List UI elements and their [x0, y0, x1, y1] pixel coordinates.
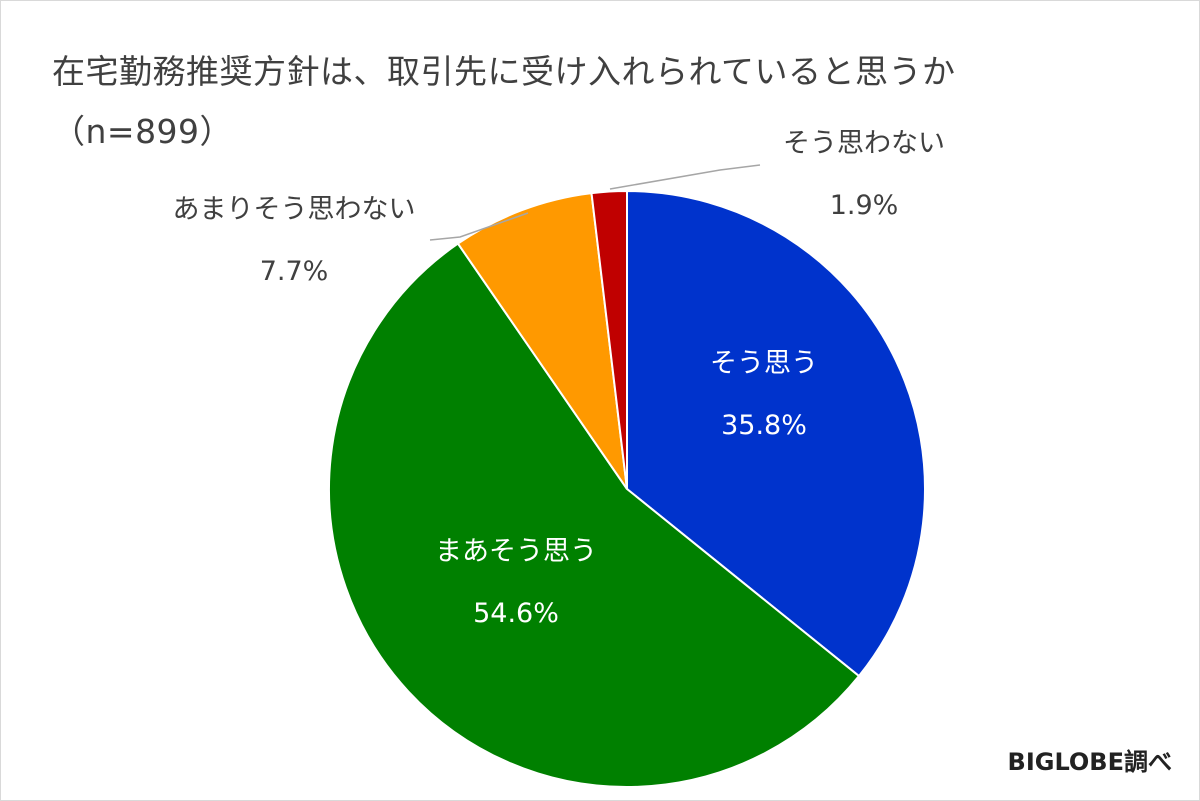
slice-sou-omou-value: 35.8%: [721, 410, 807, 441]
chart-title: 在宅勤務推奨方針は、取引先に受け入れられていると思うか （n=899）: [52, 52, 956, 151]
slice-amari-sou-omowanai-label: あまりそう思わない: [173, 194, 416, 225]
slice-sou-omowanai-value: 1.9%: [830, 190, 899, 221]
slice-sou-omowanai-label: そう思わない: [783, 128, 945, 159]
leader-lines: [429, 164, 761, 241]
slice-amari-sou-omowanai-value: 7.7%: [260, 256, 329, 287]
pie-slices: [328, 189, 926, 788]
slice-maa-sou-omou-value: 54.6%: [473, 598, 559, 629]
slice-amari-sou-omowanai: [456, 192, 628, 490]
slice-sou-omowanai: [590, 189, 628, 490]
source-credit: BIGLOBE調べ: [1007, 748, 1172, 776]
slice-sou-omowanai-leader-line: [609, 164, 761, 190]
slice-sou-omou-label: そう思う: [710, 348, 818, 379]
slice-maa-sou-omou: [328, 242, 861, 788]
slice-maa-sou-omou-label: まあそう思う: [435, 536, 597, 567]
slice-sou-omou: [626, 189, 926, 678]
slice-labels: そう思う 35.8% まあそう思う 54.6% あまりそう思わない 7.7% そう思わない 1…: [173, 128, 946, 629]
slice-amari-sou-omowanai-leader-line: [429, 212, 529, 241]
